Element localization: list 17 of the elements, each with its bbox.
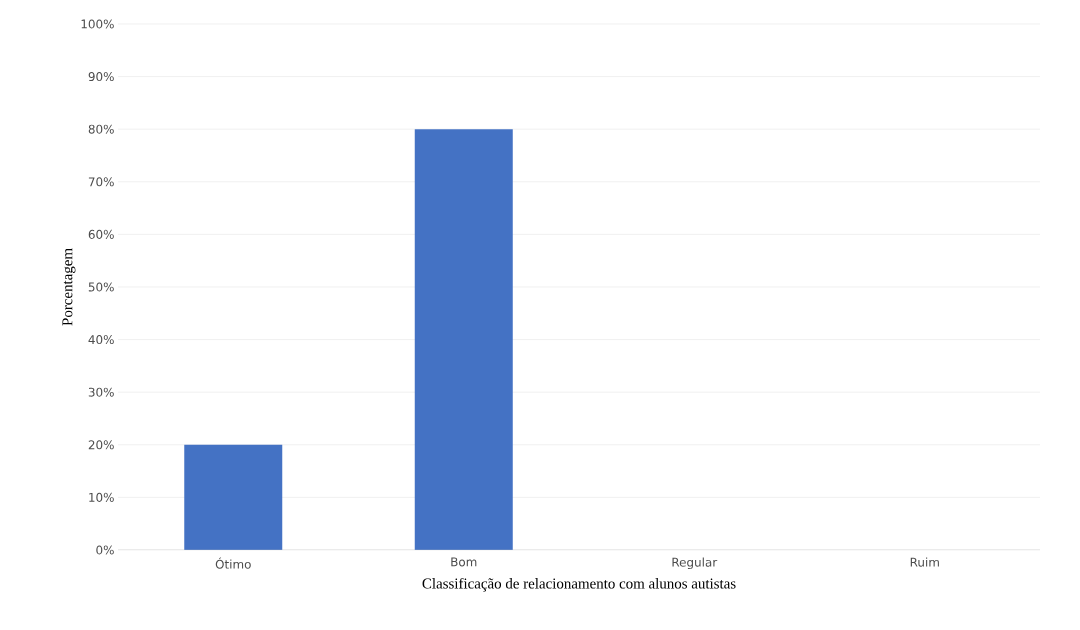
y-axis-title: Porcentagem [62,248,76,326]
y-tick-label: 10% [89,492,114,502]
x-axis-title: Classificação de relacionamento com alunos autistas [422,577,736,592]
y-tick-label: 60% [88,229,114,239]
y-tick-label: 90% [88,72,114,82]
x-tick-label: Ótimo [215,557,251,569]
y-tick-label: 0% [96,545,114,555]
y-tick-label: 20% [88,440,114,450]
x-tick-label: Ruim [910,557,939,567]
y-tick-label: 50% [88,282,114,292]
y-tick-label: 80% [88,124,114,134]
y-tick-label: 40% [88,335,114,345]
y-tick-label: 30% [88,387,114,397]
x-tick-label: Bom [451,557,477,567]
y-tick-label: 100% [81,19,114,29]
y-tick-label: 70% [88,177,114,187]
x-tick-label: Regular [672,557,718,570]
